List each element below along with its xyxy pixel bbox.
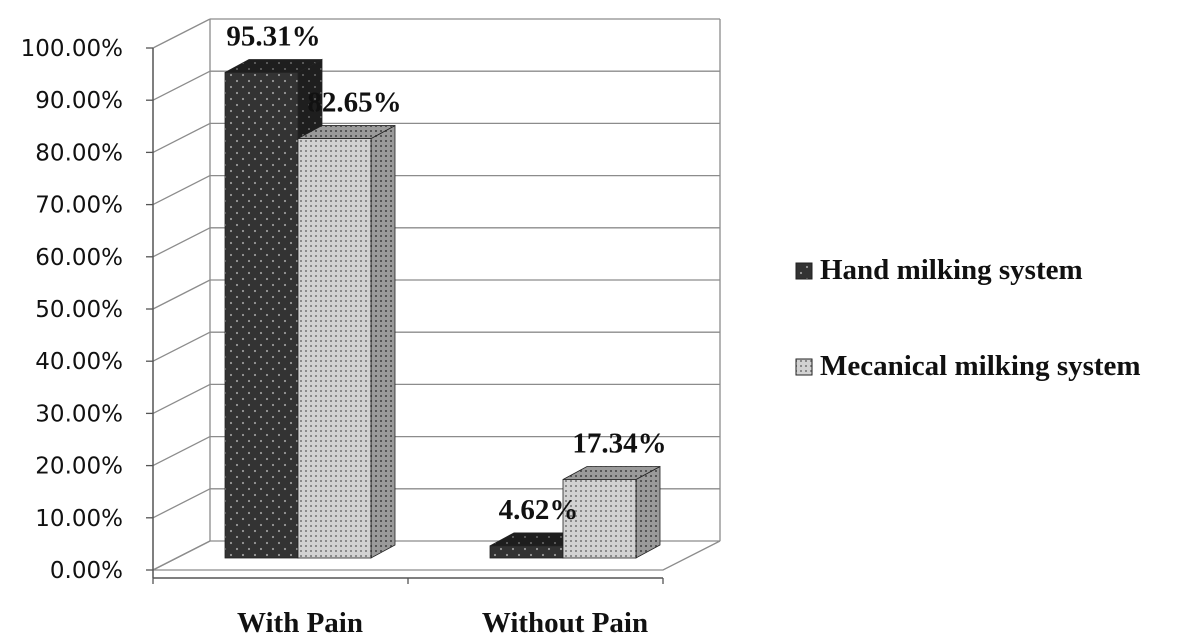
bars — [224, 58, 661, 559]
x-category-label: With Pain — [237, 607, 363, 639]
data-labels: 95.31% 82.65% 4.62% 17.34% — [226, 20, 666, 525]
gridline-side — [152, 331, 211, 362]
y-tick-label: 10.00% — [35, 506, 123, 532]
legend-label: Mecanical milking system — [820, 350, 1141, 382]
bar — [489, 545, 564, 559]
y-tick-label: 100.00% — [21, 36, 123, 62]
bar — [224, 72, 299, 559]
y-tick-label: 20.00% — [35, 454, 123, 480]
gridline-side — [152, 70, 211, 101]
gridline-side — [152, 18, 211, 49]
y-tick-label: 40.00% — [35, 349, 123, 375]
gridline-side — [152, 122, 211, 153]
gridline-side — [152, 175, 211, 206]
y-tick-label: 90.00% — [35, 88, 123, 114]
y-tick-label: 60.00% — [35, 245, 123, 271]
gridline-side — [152, 488, 211, 519]
axes: 0.00% 10.00% 20.00% 30.00% 40.00% 50.00% 60.00… — [21, 19, 721, 639]
legend-label: Hand milking system — [820, 254, 1083, 286]
y-tick-label: 30.00% — [35, 401, 123, 427]
data-label: 4.62% — [499, 494, 579, 526]
gridline-side — [152, 436, 211, 467]
gridline-side — [152, 227, 211, 258]
y-tick-label: 50.00% — [35, 297, 123, 323]
y-tick-label: 80.00% — [35, 140, 123, 166]
x-category-label: Without Pain — [482, 607, 648, 639]
legend: Hand milking system Mecanical milking sys… — [795, 254, 1141, 382]
y-tick-label: 0.00% — [50, 558, 123, 584]
gridline-side — [152, 279, 211, 310]
data-label: 82.65% — [307, 87, 401, 119]
gridline-side — [152, 383, 211, 414]
data-label: 95.31% — [226, 20, 320, 52]
data-label: 17.34% — [572, 427, 666, 459]
bar — [562, 479, 637, 559]
legend-swatch — [795, 358, 813, 376]
bar-side — [370, 124, 396, 559]
bar — [297, 138, 372, 559]
bar-side — [635, 465, 661, 559]
legend-swatch — [795, 262, 813, 280]
y-tick-label: 70.00% — [35, 193, 123, 219]
